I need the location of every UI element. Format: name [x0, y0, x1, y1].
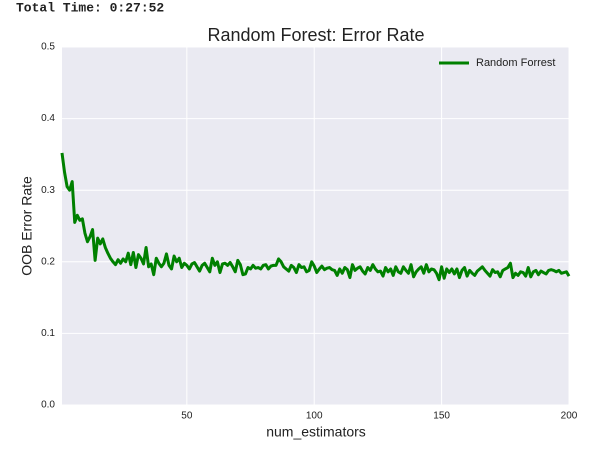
- y-tick-label: 0.4: [41, 113, 55, 124]
- y-tick-label: 0.3: [41, 185, 55, 196]
- x-tick-label: 100: [306, 411, 323, 422]
- y-tick-label: 0.5: [41, 42, 55, 53]
- y-axis-label: OOB Error Rate: [19, 176, 35, 276]
- data-line: [60, 152, 571, 282]
- chart-title: Random Forest: Error Rate: [207, 25, 424, 45]
- x-axis-label: num_estimators: [266, 424, 366, 440]
- y-tick-label: 0.0: [41, 400, 55, 411]
- y-tick-label: 0.2: [41, 256, 55, 267]
- total-time: Total Time: 0:27:52: [16, 0, 164, 15]
- x-tick-label: 200: [561, 411, 578, 422]
- plot-area: [62, 47, 569, 405]
- y-tick-label: 0.1: [41, 328, 55, 339]
- x-tick-label: 50: [181, 411, 193, 422]
- x-tick-label: 150: [433, 411, 450, 422]
- legend-label: Random Forrest: [476, 57, 555, 69]
